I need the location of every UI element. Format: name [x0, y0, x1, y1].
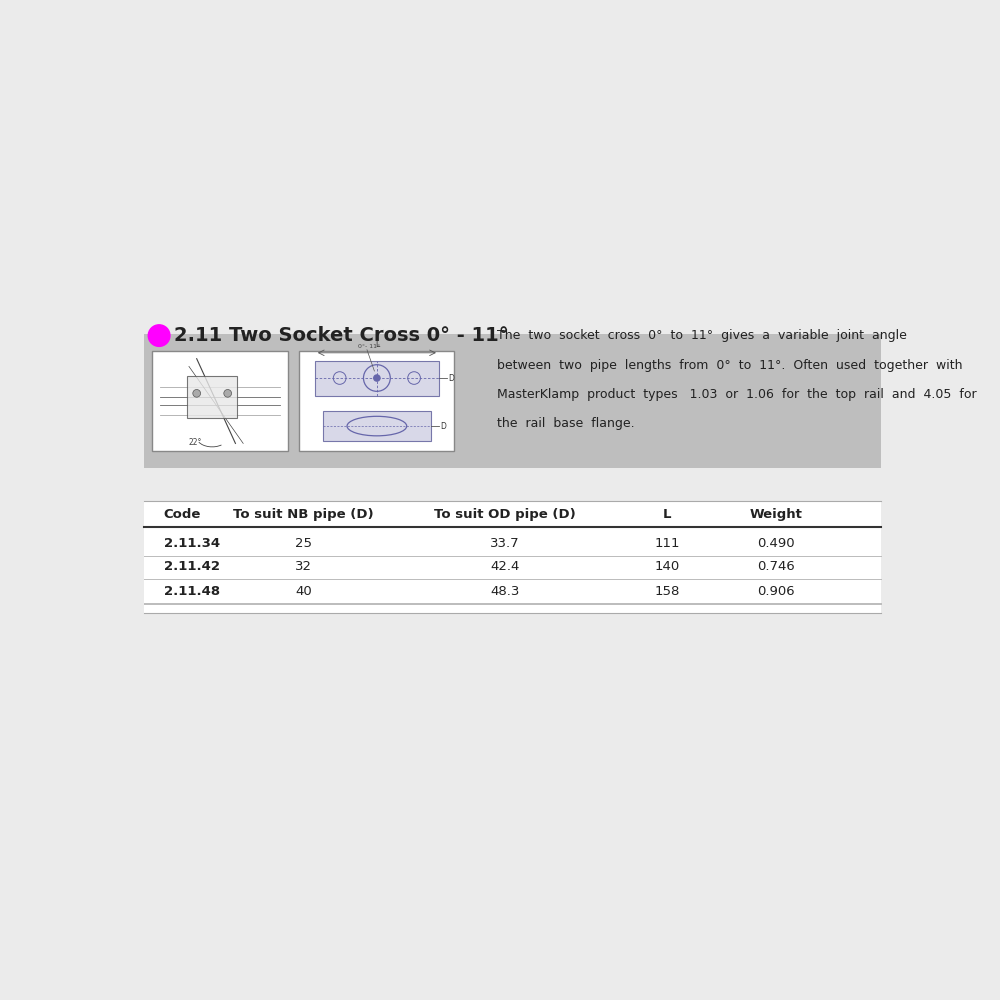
Text: MasterKlamp  product  types   1.03  or  1.06  for  the  top  rail  and  4.05  fo: MasterKlamp product types 1.03 or 1.06 f… [497, 388, 977, 401]
Text: 0.746: 0.746 [757, 560, 795, 573]
Text: 140: 140 [655, 560, 680, 573]
Text: D: D [440, 422, 446, 431]
Text: 2.11 Two Socket Cross 0° - 11°: 2.11 Two Socket Cross 0° - 11° [174, 326, 508, 345]
Text: the  rail  base  flange.: the rail base flange. [497, 417, 635, 430]
Text: 32: 32 [295, 560, 312, 573]
Bar [144, 501, 881, 613]
Text: 48.3: 48.3 [490, 585, 519, 598]
Text: Weight: Weight [750, 508, 802, 521]
Bar [187, 376, 237, 418]
Text: 158: 158 [655, 585, 680, 598]
Circle shape [224, 389, 232, 397]
Bar [323, 411, 431, 441]
Bar [315, 361, 439, 396]
Text: between  two  pipe  lengths  from  0°  to  11°.  Often  used  together  with: between two pipe lengths from 0° to 11°.… [497, 359, 962, 372]
Text: 22°: 22° [189, 438, 202, 447]
Circle shape [148, 325, 170, 346]
Text: L: L [663, 508, 672, 521]
Text: 0.490: 0.490 [757, 537, 795, 550]
Text: To suit OD pipe (D): To suit OD pipe (D) [434, 508, 576, 521]
Text: 42.4: 42.4 [490, 560, 519, 573]
Text: 2.11.34: 2.11.34 [164, 537, 220, 550]
Bar [152, 351, 288, 451]
Text: 0°- 11°: 0°- 11° [358, 344, 380, 349]
Bar [144, 334, 881, 468]
Circle shape [374, 375, 380, 381]
Bar [299, 351, 454, 451]
Circle shape [193, 389, 201, 397]
Text: 111: 111 [655, 537, 680, 550]
Text: 0.906: 0.906 [757, 585, 795, 598]
Text: Code: Code [164, 508, 201, 521]
Text: 40: 40 [295, 585, 312, 598]
Text: The  two  socket  cross  0°  to  11°  gives  a  variable  joint  angle: The two socket cross 0° to 11° gives a v… [497, 329, 907, 342]
Text: To suit NB pipe (D): To suit NB pipe (D) [233, 508, 374, 521]
Text: 2.11.42: 2.11.42 [164, 560, 220, 573]
Text: 2.11.48: 2.11.48 [164, 585, 220, 598]
Text: 33.7: 33.7 [490, 537, 520, 550]
Text: L: L [375, 340, 379, 349]
Text: D: D [448, 374, 454, 383]
Text: 25: 25 [295, 537, 312, 550]
